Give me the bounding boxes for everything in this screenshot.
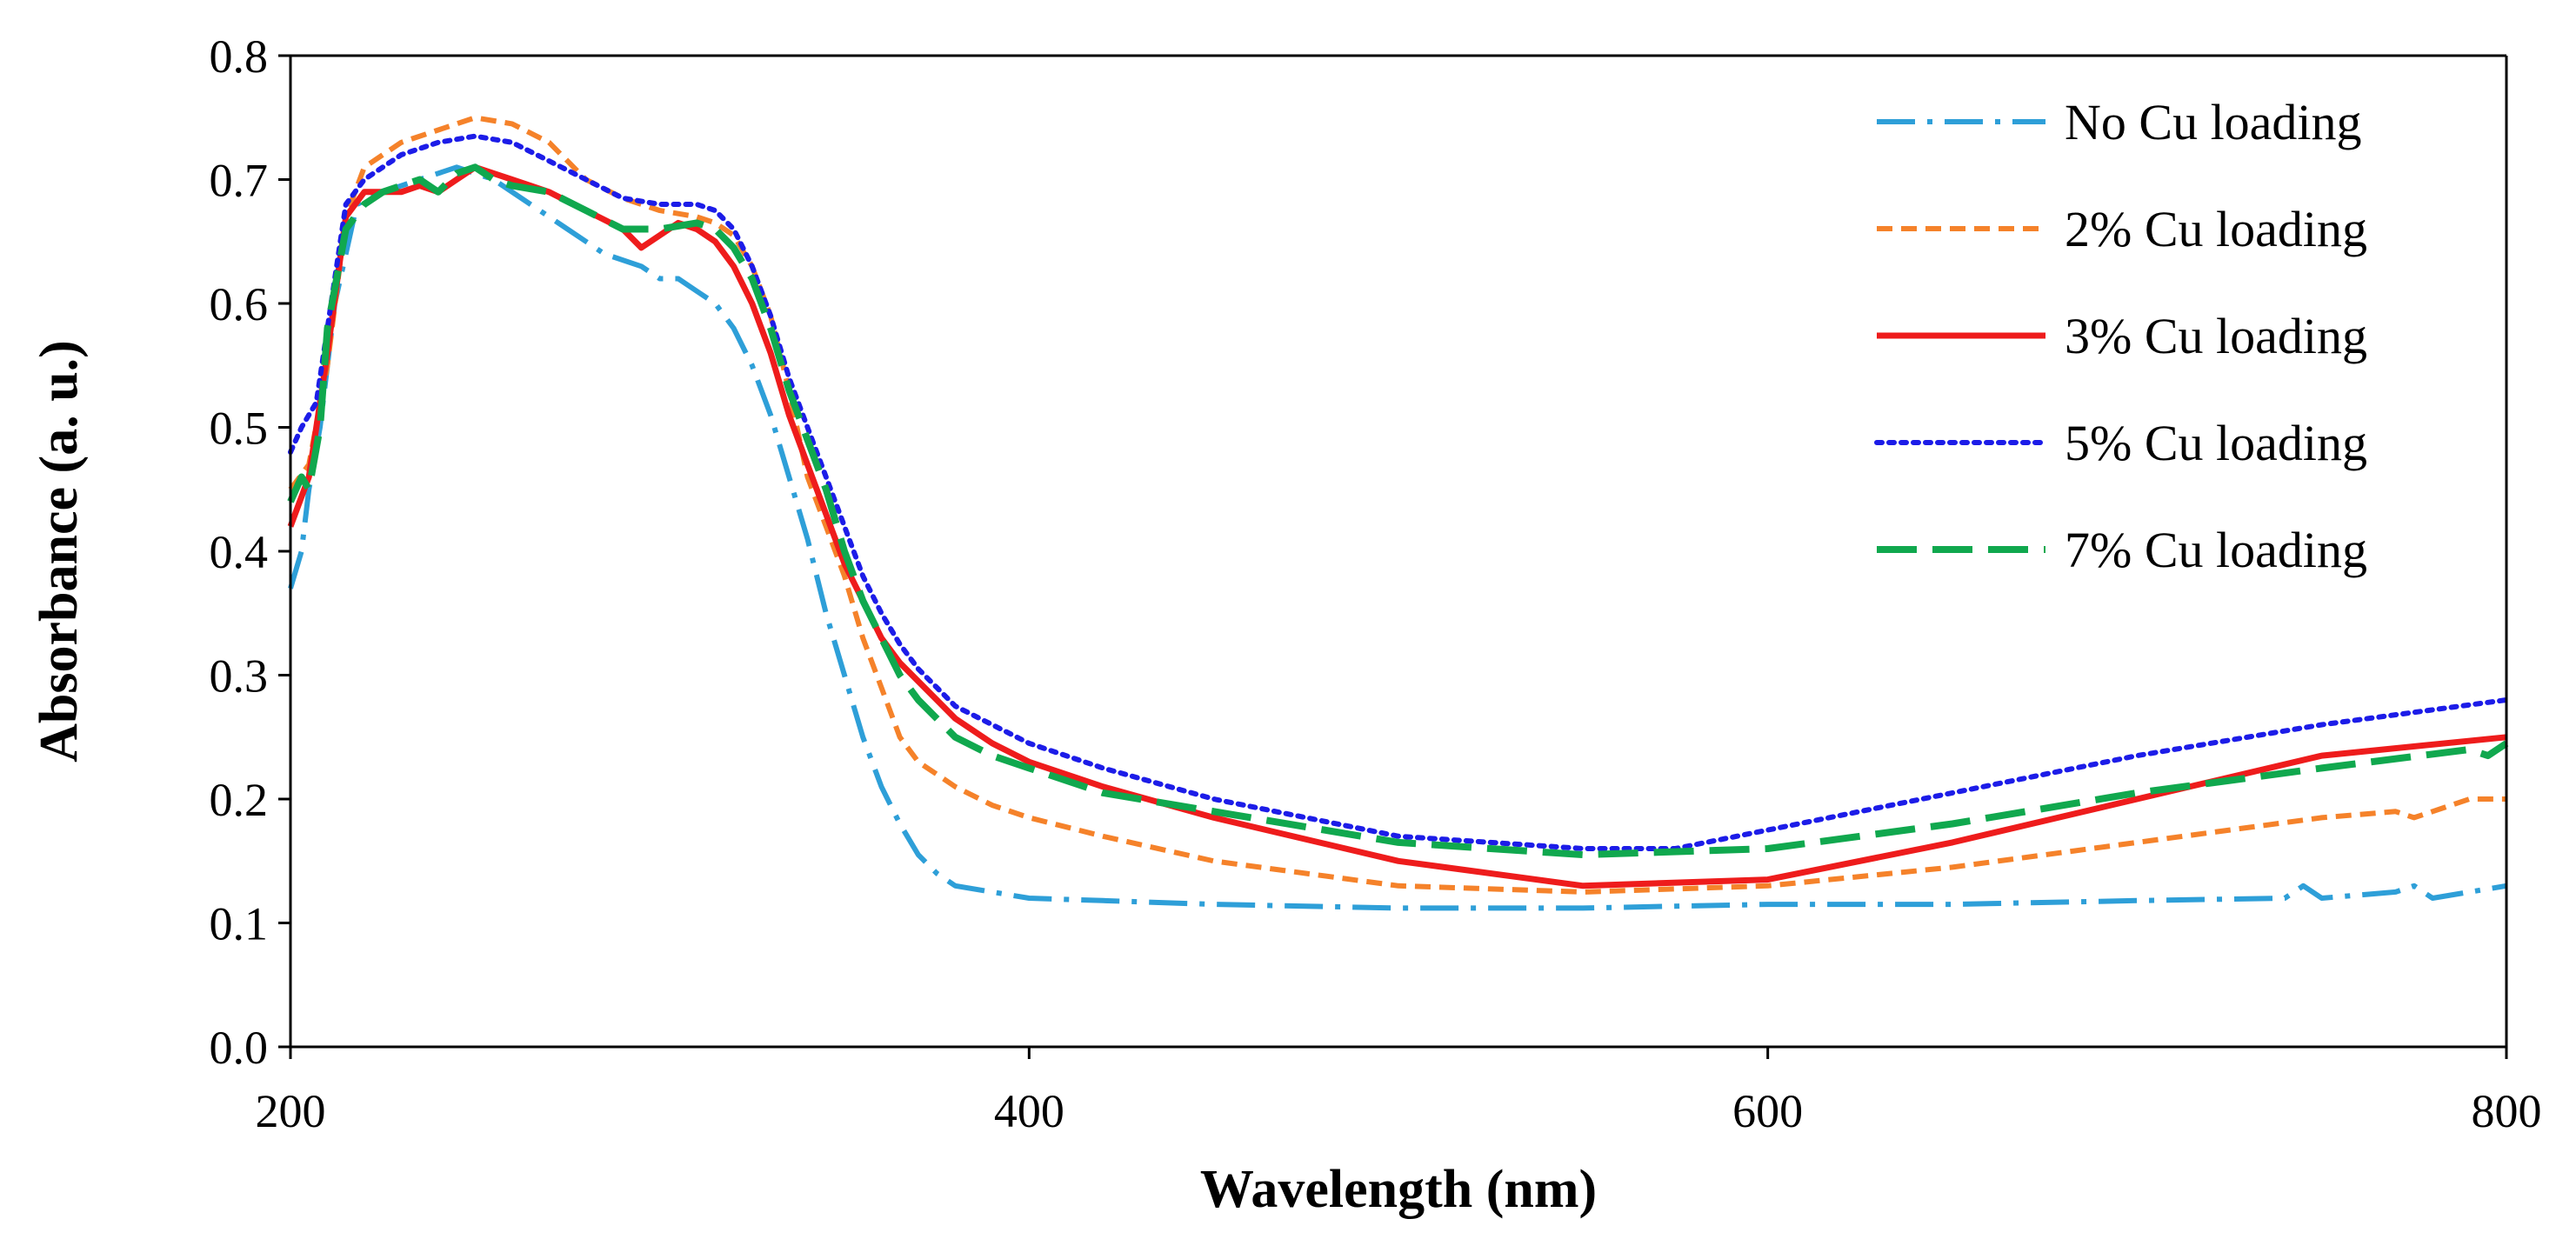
y-tick-label: 0.1 [210,898,269,950]
y-tick-label: 0.6 [210,278,269,330]
legend: No Cu loading 2% Cu loading 3% Cu loading 5… [1874,94,2367,578]
x-tick-label: 600 [1732,1085,1803,1137]
ticks-layer: 0.0 0.1 0.2 0.3 0.4 0.5 0.6 0.7 0.8 200 400 600 800 [210,30,2542,1137]
legend-label-2pct-cu-loading: 2% Cu loading [2065,201,2367,257]
legend-label-no-cu-loading: No Cu loading [2065,94,2362,150]
x-tick-label: 400 [994,1085,1064,1137]
legend-label-7pct-cu-loading: 7% Cu loading [2065,522,2367,578]
legend-label-3pct-cu-loading: 3% Cu loading [2065,308,2367,364]
series-layer [287,115,2509,911]
y-tick-label: 0.8 [210,30,269,83]
y-tick-label: 0.7 [210,155,269,207]
series-line-5pct-cu-loading [288,133,2509,851]
y-tick-label: 0.3 [210,650,269,703]
y-tick-label: 0.2 [210,774,269,826]
x-tick-label: 800 [2472,1085,2542,1137]
y-axis-title: Absorbance (a. u.) [30,340,89,763]
x-tick-label: 200 [256,1085,326,1137]
y-tick-label: 0.4 [210,526,269,578]
legend-label-5pct-cu-loading: 5% Cu loading [2065,415,2367,471]
series-line-no-cu-loading [288,164,2507,911]
series-line-2pct-cu-loading [288,115,2506,895]
series-line-7pct-cu-loading [287,163,2509,859]
y-tick-label: 0.0 [210,1022,269,1074]
x-axis-title: Wavelength (nm) [1200,1160,1597,1219]
y-tick-label: 0.5 [210,403,269,455]
